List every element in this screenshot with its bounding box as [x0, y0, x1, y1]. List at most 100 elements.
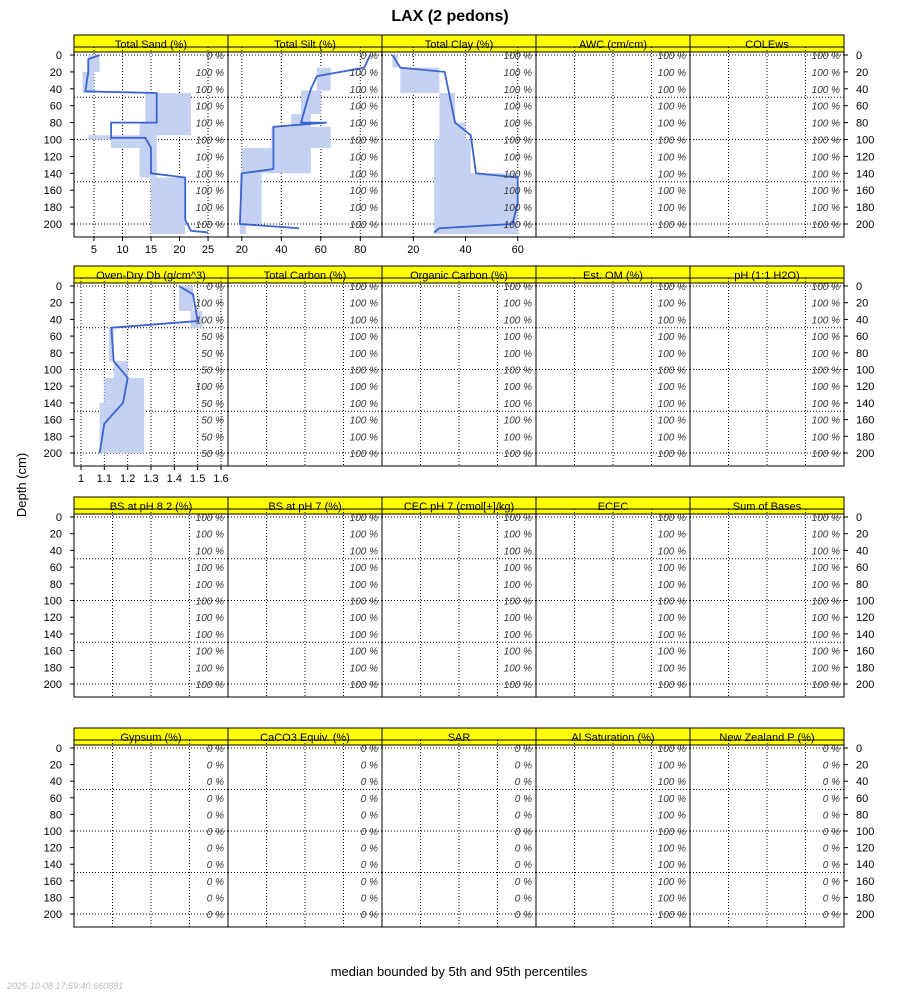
x-tick-label: 10 — [116, 244, 128, 256]
pct-label: 50 % — [201, 399, 224, 410]
pct-label: 100 % — [350, 315, 378, 326]
pct-label: 0 % — [823, 877, 840, 888]
pct-label: 100 % — [504, 68, 532, 79]
pct-label: 0 % — [361, 761, 378, 772]
pct-label: 100 % — [350, 366, 378, 377]
depth-tick-label-right: 200 — [856, 448, 874, 460]
x-tick-label: 1.2 — [120, 473, 135, 485]
depth-tick-label-left: 20 — [50, 760, 62, 772]
depth-tick-label-right: 160 — [856, 185, 874, 197]
pct-label: 0 % — [823, 810, 840, 821]
depth-tick-label-left: 80 — [50, 348, 62, 360]
depth-tick-label-left: 160 — [44, 646, 62, 658]
strip-title: BS at pH 7 (%) — [268, 501, 341, 513]
depth-tick-label-left: 200 — [44, 909, 62, 921]
pct-label: 100 % — [658, 315, 686, 326]
depth-tick-label-right: 80 — [856, 579, 868, 591]
percentile-band — [392, 55, 518, 235]
depth-tick-label-left: 140 — [44, 168, 62, 180]
depth-tick-label-right: 40 — [856, 545, 868, 557]
x-tick-label: 20 — [173, 244, 185, 256]
depth-tick-label-right: 140 — [856, 168, 874, 180]
pct-label: 100 % — [658, 663, 686, 674]
depth-tick-label-right: 180 — [856, 431, 874, 443]
pct-label: 100 % — [196, 513, 224, 524]
x-tick-label: 20 — [236, 244, 248, 256]
pct-label: 100 % — [812, 102, 840, 113]
pct-label: 100 % — [196, 580, 224, 591]
pct-label: 100 % — [812, 186, 840, 197]
depth-tick-label-right: 60 — [856, 793, 868, 805]
pct-label: 100 % — [504, 663, 532, 674]
pct-label: 0 % — [207, 794, 224, 805]
depth-tick-label-left: 80 — [50, 118, 62, 130]
pct-label: 0 % — [207, 777, 224, 788]
pct-label: 0 % — [823, 827, 840, 838]
pct-label: 100 % — [812, 315, 840, 326]
pct-label: 100 % — [504, 203, 532, 214]
pct-label: 0 % — [361, 860, 378, 871]
pct-label: 100 % — [196, 315, 224, 326]
pct-label: 100 % — [350, 432, 378, 443]
pct-label: 0 % — [823, 761, 840, 772]
pct-label: 100 % — [350, 546, 378, 557]
pct-label: 100 % — [196, 299, 224, 310]
pct-label: 100 % — [350, 152, 378, 163]
depth-tick-label-right: 120 — [856, 381, 874, 393]
pct-label: 100 % — [658, 893, 686, 904]
pct-label: 50 % — [201, 366, 224, 377]
x-tick-label: 60 — [512, 244, 524, 256]
depth-tick-label-left: 120 — [44, 612, 62, 624]
depth-tick-label-left: 40 — [50, 776, 62, 788]
pct-label: 100 % — [504, 597, 532, 608]
pct-label: 100 % — [504, 332, 532, 343]
depth-tick-label-right: 180 — [856, 892, 874, 904]
pct-label: 100 % — [812, 119, 840, 130]
x-tick-label: 80 — [354, 244, 366, 256]
depth-tick-label-left: 60 — [50, 101, 62, 113]
pct-label: 100 % — [658, 563, 686, 574]
pct-label: 100 % — [812, 366, 840, 377]
pct-label: 100 % — [196, 152, 224, 163]
depth-tick-label-right: 0 — [856, 281, 862, 293]
pct-label: 100 % — [196, 680, 224, 691]
median-line — [84, 54, 209, 234]
pct-label: 0 % — [361, 910, 378, 921]
pct-label: 100 % — [504, 186, 532, 197]
pct-label: 100 % — [504, 51, 532, 62]
depth-tick-label-right: 120 — [856, 843, 874, 855]
pct-label: 100 % — [504, 315, 532, 326]
depth-tick-label-left: 60 — [50, 562, 62, 574]
depth-tick-label-right: 100 — [856, 135, 874, 147]
median-line — [238, 54, 371, 230]
pct-label: 50 % — [201, 432, 224, 443]
depth-tick-label-right: 20 — [856, 67, 868, 79]
depth-tick-label-left: 40 — [50, 84, 62, 96]
pct-label: 100 % — [812, 647, 840, 658]
depth-tick-label-right: 0 — [856, 50, 862, 62]
pct-label: 0 % — [515, 844, 532, 855]
pct-label: 100 % — [350, 299, 378, 310]
pct-label: 0 % — [207, 810, 224, 821]
pct-label: 100 % — [658, 152, 686, 163]
strip-title: Est. OM (%) — [583, 270, 643, 282]
pct-label: 100 % — [350, 597, 378, 608]
pct-label: 0 % — [207, 860, 224, 871]
depth-tick-label-right: 40 — [856, 314, 868, 326]
strip-title: CaCO3 Equiv. (%) — [260, 732, 350, 744]
pct-label: 100 % — [812, 85, 840, 96]
depth-tick-label-left: 140 — [44, 859, 62, 871]
pct-label: 100 % — [350, 416, 378, 427]
pct-label: 100 % — [812, 203, 840, 214]
pct-label: 100 % — [658, 382, 686, 393]
depth-tick-label-left: 160 — [44, 415, 62, 427]
pct-label: 100 % — [350, 220, 378, 231]
pct-label: 100 % — [350, 399, 378, 410]
depth-tick-label-left: 80 — [50, 809, 62, 821]
pct-label: 100 % — [658, 597, 686, 608]
pct-label: 0 % — [515, 744, 532, 755]
pct-label: 100 % — [812, 513, 840, 524]
timestamp: 2025-10-08 17:59:40.660881 — [6, 981, 123, 991]
pct-label: 100 % — [812, 432, 840, 443]
